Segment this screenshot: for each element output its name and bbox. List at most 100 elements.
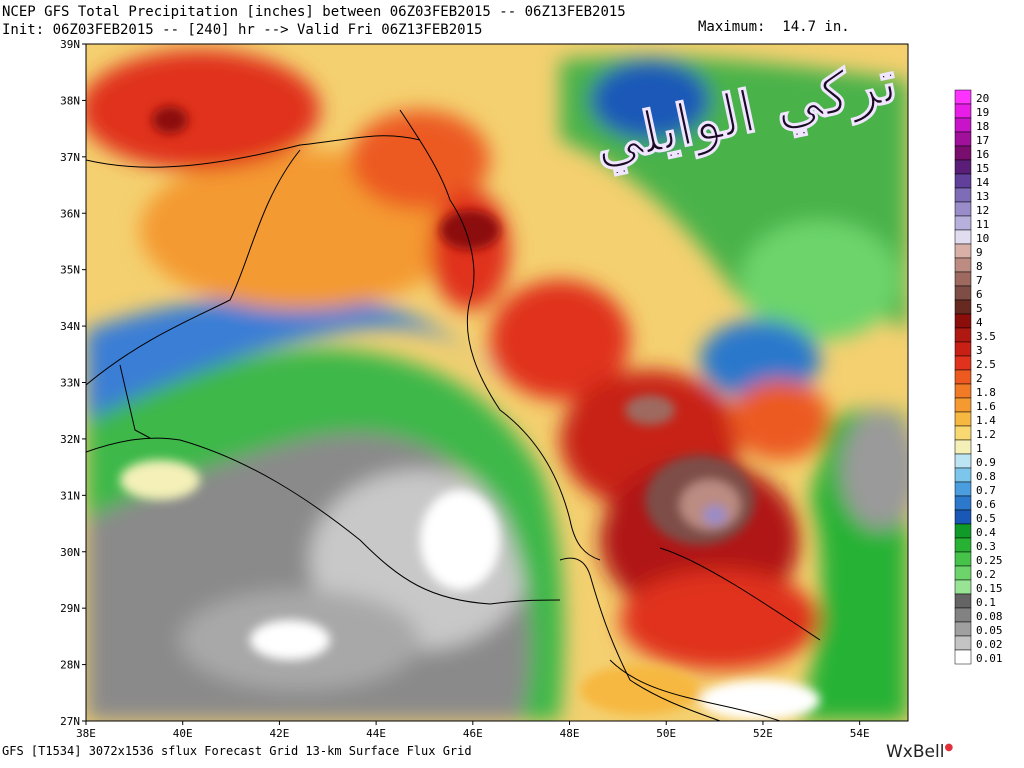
colorbar-swatch <box>954 439 972 455</box>
precip-field <box>86 44 908 721</box>
colorbar-label: 19 <box>976 106 989 119</box>
colorbar-swatch <box>954 257 972 273</box>
colorbar-label: 7 <box>976 274 983 287</box>
colorbar-label: 18 <box>976 120 989 133</box>
colorbar-label: 17 <box>976 134 989 147</box>
colorbar-swatch <box>954 159 972 175</box>
lat-tick-label: 28N <box>60 659 80 672</box>
lat-tick-label: 32N <box>60 433 80 446</box>
lon-tick-label: 54E <box>850 727 870 740</box>
colorbar-label: 0.8 <box>976 470 996 483</box>
colorbar-swatch <box>954 523 972 539</box>
wxbell-logo-text: WxBell <box>886 742 945 762</box>
lat-tick-label: 30N <box>60 546 80 559</box>
colorbar-swatch <box>954 341 972 357</box>
color-scale-legend: 20191817161514131211109876543.532.521.81… <box>954 89 1003 665</box>
chart-title: NCEP GFS Total Precipitation [inches] be… <box>2 4 626 20</box>
lon-tick-label: 48E <box>560 727 580 740</box>
colorbar-label: 0.3 <box>976 540 996 553</box>
colorbar-swatch <box>954 215 972 231</box>
colorbar-swatch <box>954 89 972 105</box>
colorbar-swatch <box>954 383 972 399</box>
colorbar-swatch <box>954 509 972 525</box>
colorbar-swatch <box>954 495 972 511</box>
colorbar-swatch <box>954 649 972 665</box>
colorbar-label: 0.08 <box>976 610 1003 623</box>
colorbar-label: 1.4 <box>976 414 996 427</box>
colorbar-swatch <box>954 593 972 609</box>
lat-tick-label: 37N <box>60 151 80 164</box>
colorbar-swatch <box>954 411 972 427</box>
colorbar-swatch <box>954 285 972 301</box>
colorbar-swatch <box>954 621 972 637</box>
colorbar-swatch <box>954 551 972 567</box>
colorbar-label: 3 <box>976 344 983 357</box>
lon-tick-label: 44E <box>366 727 386 740</box>
colorbar-label: 3.5 <box>976 330 996 343</box>
colorbar-label: 1.8 <box>976 386 996 399</box>
lat-tick-label: 27N <box>60 715 80 728</box>
lon-tick-label: 46E <box>463 727 483 740</box>
colorbar-label: 1 <box>976 442 983 455</box>
lat-tick-label: 29N <box>60 602 80 615</box>
colorbar-label: 0.4 <box>976 526 996 539</box>
colorbar-label: 1.2 <box>976 428 996 441</box>
colorbar-swatch <box>954 271 972 287</box>
lon-tick-label: 50E <box>656 727 676 740</box>
colorbar-swatch <box>954 481 972 497</box>
colorbar-label: 0.02 <box>976 638 1003 651</box>
colorbar-swatch <box>954 145 972 161</box>
colorbar-swatch <box>954 537 972 553</box>
colorbar-label: 0.2 <box>976 568 996 581</box>
colorbar-swatch <box>954 201 972 217</box>
lat-tick-label: 38N <box>60 94 80 107</box>
colorbar-swatch <box>954 579 972 595</box>
lat-tick-label: 36N <box>60 207 80 220</box>
colorbar-label: 1.6 <box>976 400 996 413</box>
colorbar-swatch <box>954 327 972 343</box>
colorbar-label: 0.01 <box>976 652 1003 665</box>
colorbar-swatch <box>954 425 972 441</box>
colorbar-swatch <box>954 635 972 651</box>
colorbar-swatch <box>954 369 972 385</box>
colorbar-swatch <box>954 565 972 581</box>
colorbar-label: 16 <box>976 148 989 161</box>
lat-tick-label: 34N <box>60 320 80 333</box>
colorbar-label: 0.05 <box>976 624 1003 637</box>
lat-tick-label: 39N <box>60 38 80 51</box>
colorbar-label: 11 <box>976 218 989 231</box>
colorbar-swatch <box>954 607 972 623</box>
colorbar-swatch <box>954 313 972 329</box>
colorbar-label: 0.15 <box>976 582 1003 595</box>
colorbar-label: 14 <box>976 176 990 189</box>
lat-tick-label: 33N <box>60 377 80 390</box>
colorbar-swatch <box>954 467 972 483</box>
model-info-footer: GFS [T1534] 3072x1536 sflux Forecast Gri… <box>2 744 472 758</box>
colorbar-label: 15 <box>976 162 989 175</box>
colorbar-label: 5 <box>976 302 983 315</box>
colorbar-label: 0.1 <box>976 596 996 609</box>
colorbar-label: 0.25 <box>976 554 1003 567</box>
lon-tick-label: 52E <box>753 727 773 740</box>
lon-tick-label: 38E <box>76 727 96 740</box>
colorbar-label: 0.7 <box>976 484 996 497</box>
wxbell-logo-dot-icon: ● <box>944 742 954 753</box>
colorbar-swatch <box>954 355 972 371</box>
colorbar-label: 10 <box>976 232 989 245</box>
lat-tick-label: 31N <box>60 489 80 502</box>
colorbar-label: 9 <box>976 246 983 259</box>
colorbar-swatch <box>954 397 972 413</box>
lon-tick-label: 40E <box>173 727 193 740</box>
colorbar-label: 4 <box>976 316 983 329</box>
lat-tick-label: 35N <box>60 264 80 277</box>
colorbar-label: 0.9 <box>976 456 996 469</box>
colorbar-label: 2 <box>976 372 983 385</box>
colorbar-swatch <box>954 187 972 203</box>
colorbar-swatch <box>954 131 972 147</box>
longitude-ticks: 38E 40E 42E 44E 46E 48E 50E 52E 54E <box>76 721 870 740</box>
colorbar-swatch <box>954 229 972 245</box>
wxbell-logo: WxBell● <box>886 742 953 762</box>
colorbar-label: 0.5 <box>976 512 996 525</box>
colorbar-swatch <box>954 103 972 119</box>
